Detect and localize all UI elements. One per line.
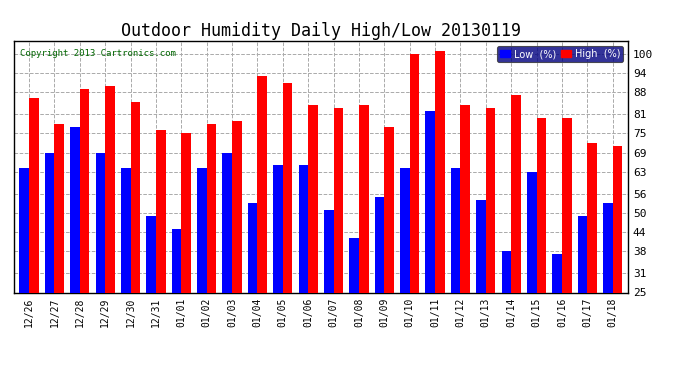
Bar: [410, 54, 420, 292]
Bar: [19, 168, 29, 292]
Bar: [384, 127, 394, 292]
Bar: [172, 229, 181, 292]
Text: Copyright 2013 Cartronics.com: Copyright 2013 Cartronics.com: [20, 49, 176, 58]
Bar: [273, 165, 283, 292]
Bar: [486, 108, 495, 292]
Bar: [400, 168, 410, 292]
Bar: [248, 204, 257, 292]
Legend: Low  (%), High  (%): Low (%), High (%): [497, 46, 623, 62]
Bar: [299, 165, 308, 292]
Bar: [460, 105, 470, 292]
Bar: [222, 153, 232, 292]
Bar: [537, 118, 546, 292]
Bar: [95, 153, 105, 292]
Bar: [70, 127, 80, 292]
Bar: [207, 124, 216, 292]
Bar: [552, 254, 562, 292]
Bar: [308, 105, 318, 292]
Bar: [578, 216, 587, 292]
Bar: [197, 168, 207, 292]
Bar: [476, 200, 486, 292]
Bar: [333, 108, 343, 292]
Bar: [502, 251, 511, 292]
Bar: [562, 118, 571, 292]
Bar: [283, 82, 293, 292]
Bar: [181, 134, 191, 292]
Bar: [587, 143, 597, 292]
Bar: [349, 238, 359, 292]
Bar: [511, 95, 521, 292]
Bar: [613, 146, 622, 292]
Title: Outdoor Humidity Daily High/Low 20130119: Outdoor Humidity Daily High/Low 20130119: [121, 22, 521, 40]
Bar: [527, 172, 537, 292]
Bar: [45, 153, 55, 292]
Bar: [80, 89, 90, 292]
Bar: [29, 99, 39, 292]
Bar: [603, 204, 613, 292]
Bar: [121, 168, 130, 292]
Bar: [359, 105, 368, 292]
Bar: [146, 216, 156, 292]
Bar: [324, 210, 333, 292]
Bar: [257, 76, 267, 292]
Bar: [105, 86, 115, 292]
Bar: [435, 51, 444, 292]
Bar: [232, 121, 241, 292]
Bar: [130, 102, 140, 292]
Bar: [156, 130, 166, 292]
Bar: [55, 124, 64, 292]
Bar: [375, 197, 384, 292]
Bar: [451, 168, 460, 292]
Bar: [426, 111, 435, 292]
